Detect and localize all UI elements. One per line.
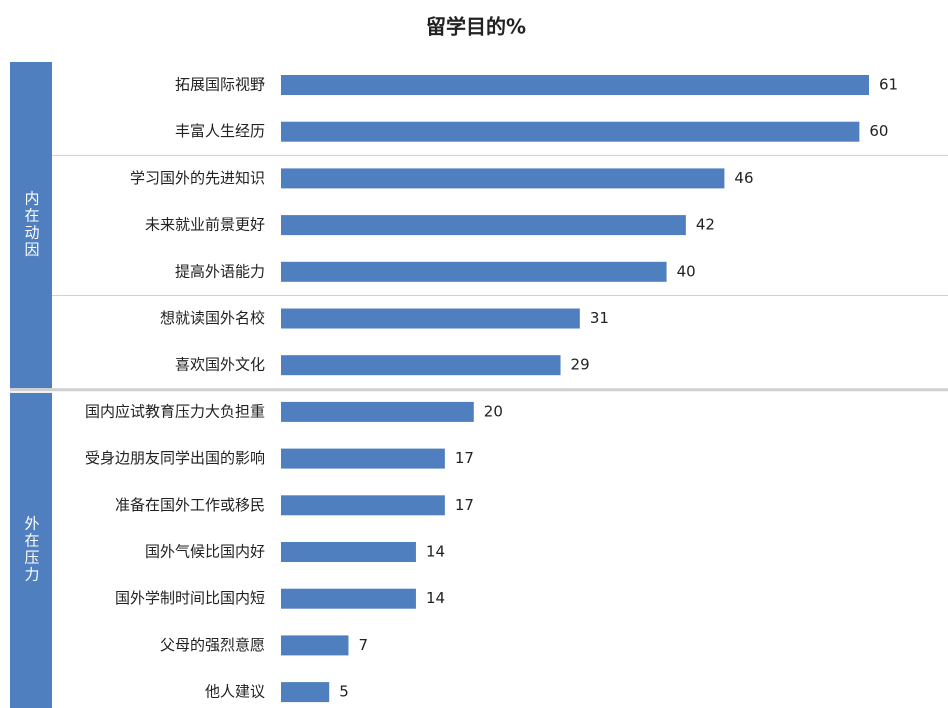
value-label: 29 xyxy=(571,356,590,374)
bar xyxy=(281,121,860,142)
value-label: 60 xyxy=(869,122,888,140)
chart-title: 留学目的% xyxy=(426,15,526,39)
value-label: 20 xyxy=(484,402,503,420)
category-label: 国外气候比国内好 xyxy=(145,543,265,561)
value-label: 40 xyxy=(677,262,696,280)
value-label: 5 xyxy=(339,683,349,701)
category-label: 提高外语能力 xyxy=(175,262,265,280)
value-label: 17 xyxy=(455,449,474,467)
bar xyxy=(281,401,474,422)
value-label: 31 xyxy=(590,309,609,327)
value-label: 14 xyxy=(426,589,445,607)
bar xyxy=(281,75,869,95)
value-label: 46 xyxy=(734,169,753,187)
value-label: 17 xyxy=(455,496,474,514)
value-label: 14 xyxy=(426,543,445,561)
group-box xyxy=(10,392,52,708)
bar xyxy=(281,355,561,376)
bar xyxy=(281,261,667,282)
bar xyxy=(281,308,580,329)
category-label: 未来就业前景更好 xyxy=(145,216,265,234)
group-label: 内在动因 xyxy=(23,190,41,258)
category-label: 父母的强烈意愿 xyxy=(160,636,265,654)
category-label: 他人建议 xyxy=(205,683,265,701)
group-label: 外在压力 xyxy=(23,515,41,583)
value-label: 7 xyxy=(358,636,368,654)
bar xyxy=(281,542,416,562)
bar xyxy=(281,495,445,516)
bar xyxy=(281,682,330,703)
group-box xyxy=(10,62,52,389)
bar xyxy=(281,448,445,469)
bar xyxy=(281,588,416,609)
category-label: 国外学制时间比国内短 xyxy=(115,589,265,607)
category-label: 学习国外的先进知识 xyxy=(130,169,265,187)
bar xyxy=(281,635,349,656)
bar xyxy=(281,168,725,189)
category-label: 喜欢国外文化 xyxy=(175,356,265,374)
category-label: 国内应试教育压力大负担重 xyxy=(85,402,265,420)
value-label: 42 xyxy=(696,216,715,234)
value-label: 61 xyxy=(879,76,898,94)
category-label: 受身边朋友同学出国的影响 xyxy=(85,449,265,467)
category-label: 想就读国外名校 xyxy=(160,309,265,327)
bar xyxy=(281,215,686,236)
category-label: 拓展国际视野 xyxy=(175,76,265,94)
category-label: 准备在国外工作或移民 xyxy=(115,496,265,514)
category-label: 丰富人生经历 xyxy=(175,122,265,140)
